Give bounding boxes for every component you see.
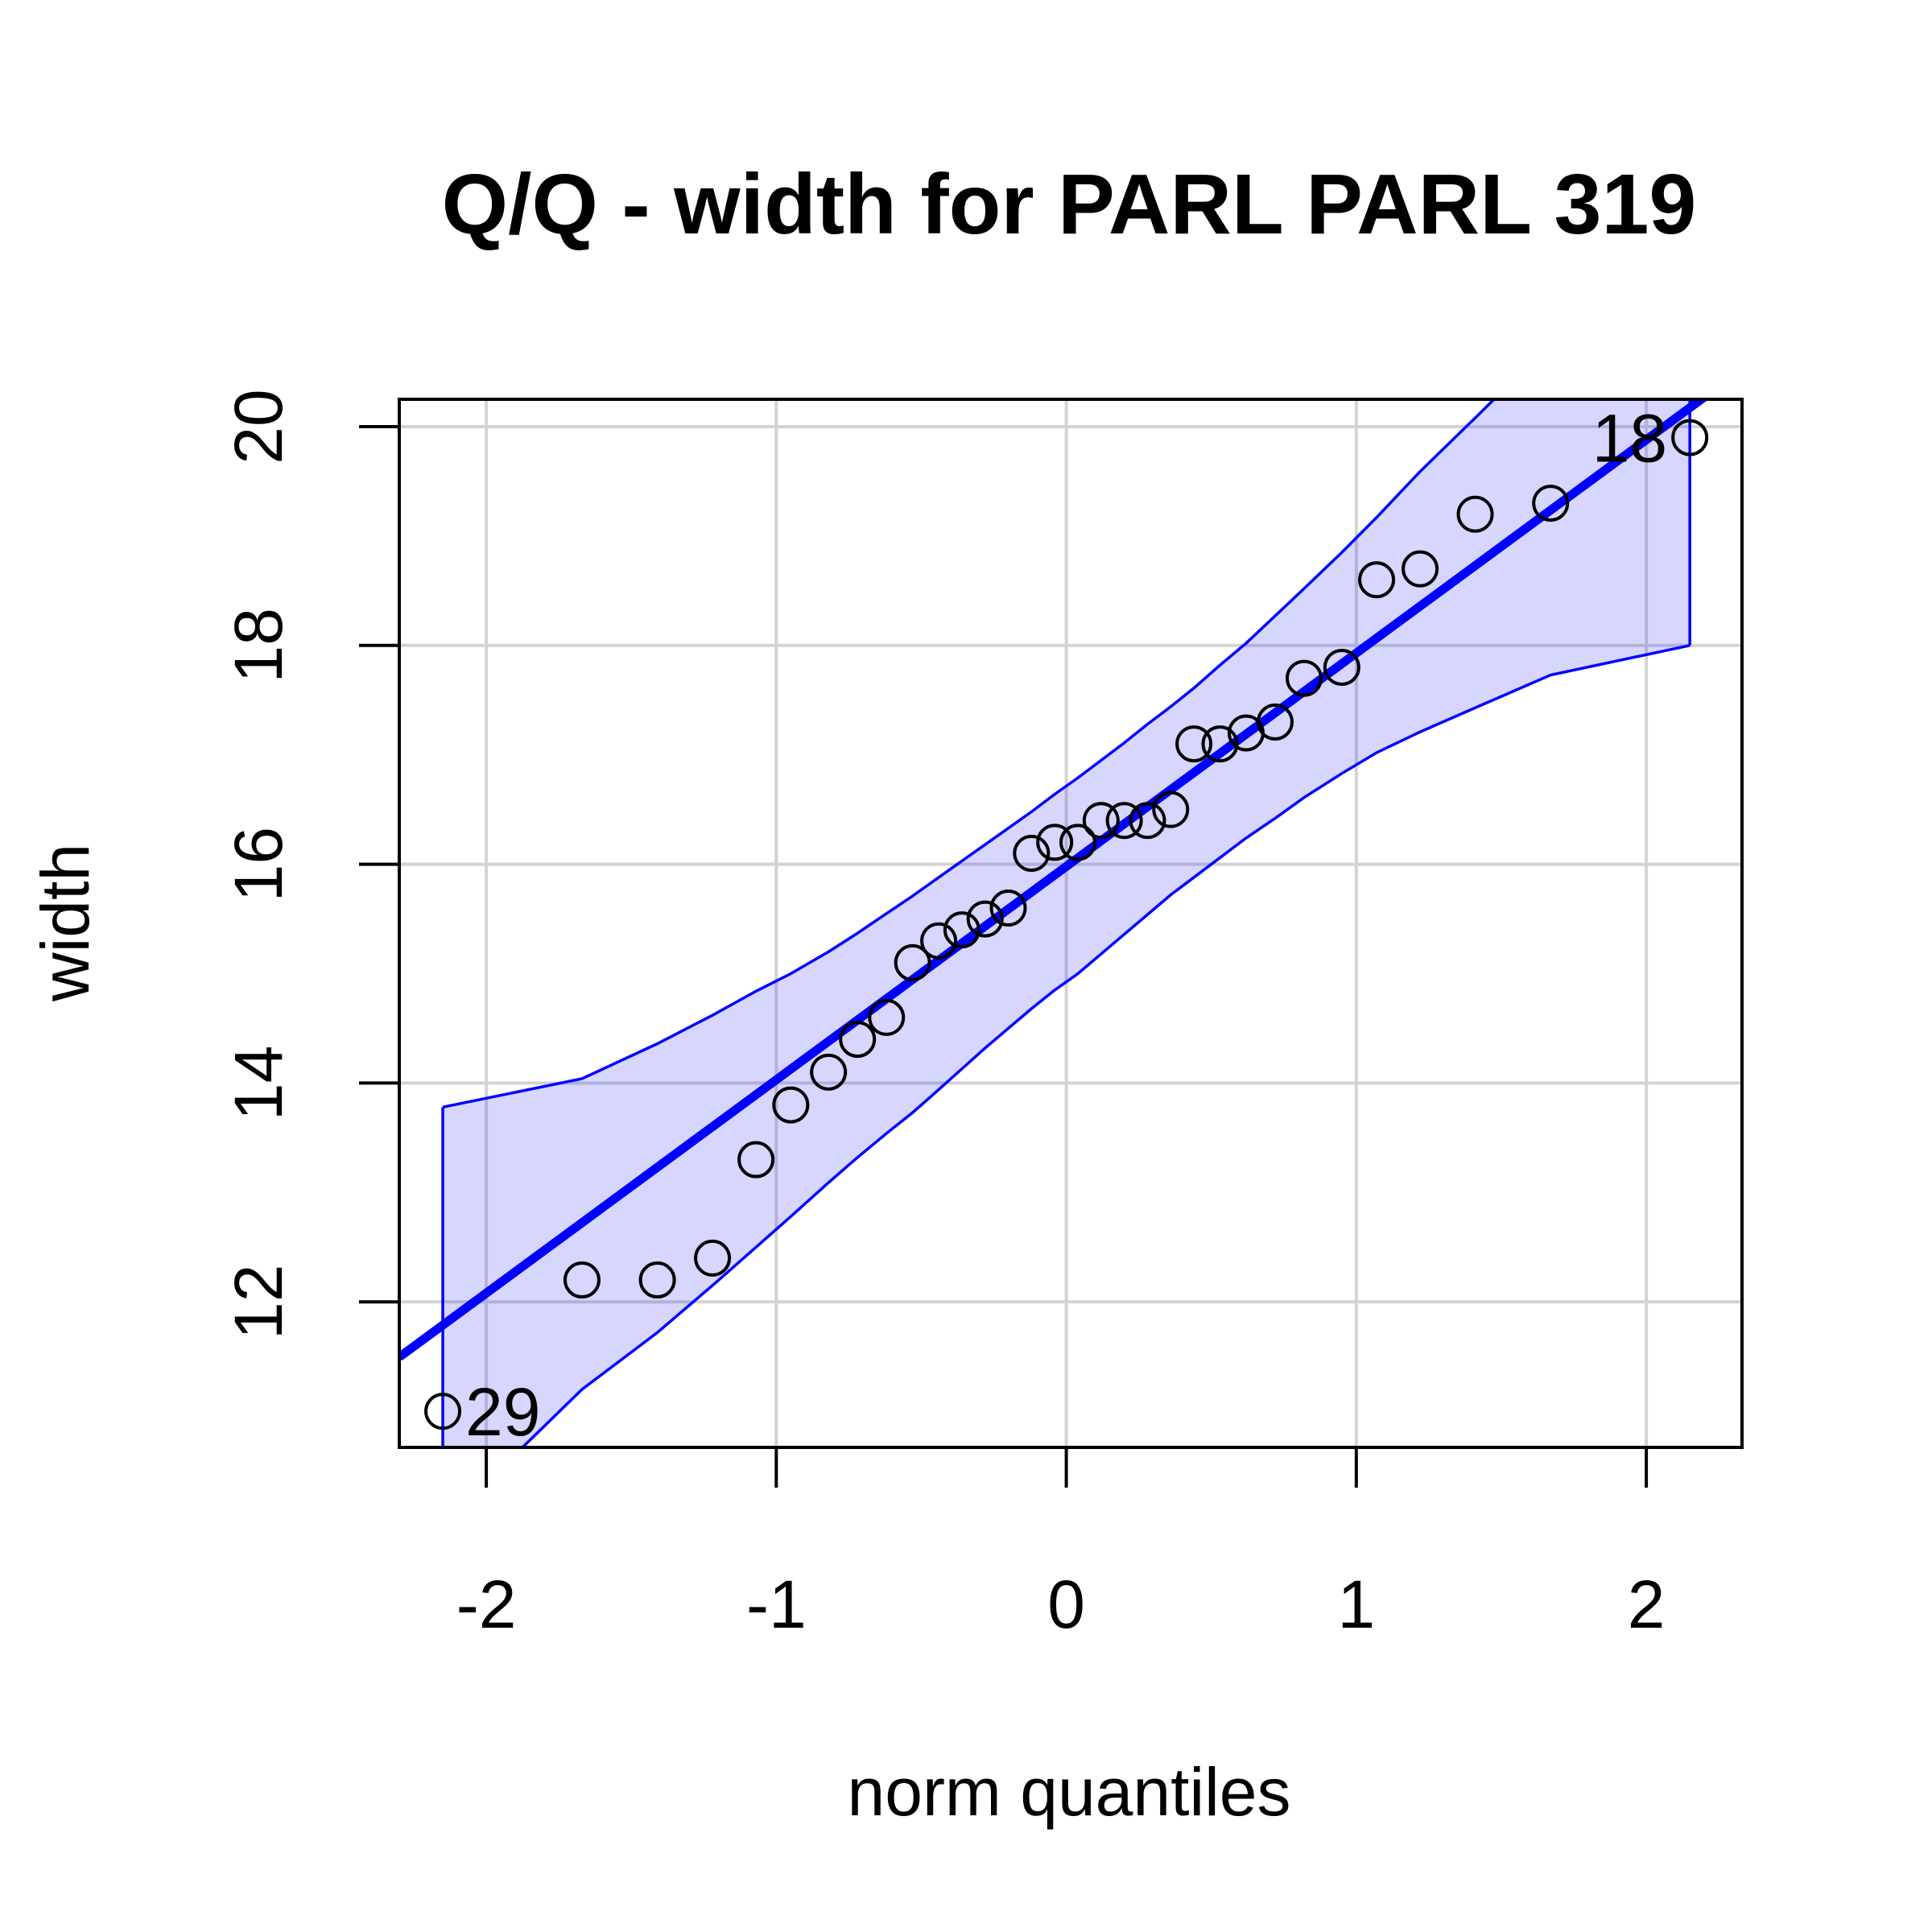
point-label: 29 (465, 1374, 540, 1450)
data-point (894, 943, 931, 981)
data-point (1105, 802, 1143, 840)
data-point (1358, 561, 1396, 599)
data-point (638, 1261, 676, 1299)
y-tick-label: 14 (221, 1046, 296, 1121)
reference-line (399, 399, 1709, 1361)
data-point (424, 1393, 462, 1430)
data-point (563, 1261, 601, 1299)
data-point (868, 998, 906, 1036)
plot-area: 29 18 (399, 399, 1709, 1450)
data-point (1201, 725, 1239, 763)
data-point (1286, 659, 1323, 697)
confidence-band-upper (442, 399, 1496, 1109)
data-point (1456, 495, 1494, 533)
data-point (943, 911, 980, 949)
confidence-band (443, 399, 1690, 1447)
data-point (1152, 791, 1190, 828)
data-point (1013, 835, 1051, 873)
grid (399, 399, 1742, 1447)
y-tick-label: 20 (221, 389, 296, 464)
data-point (1671, 419, 1709, 456)
confidence-band-lower (520, 644, 1690, 1447)
point-labels: 29 18 (465, 401, 1667, 1450)
y-axis-title: width (27, 844, 103, 1002)
point-label: 18 (1592, 401, 1667, 477)
x-tick-label: 0 (1047, 1567, 1085, 1642)
data-point (810, 1053, 848, 1091)
data-point (989, 889, 1027, 927)
data-point (1036, 824, 1074, 861)
data-point (1532, 485, 1570, 522)
data-points (424, 419, 1709, 1430)
data-point (839, 1021, 877, 1059)
x-tick-label: -2 (456, 1567, 517, 1642)
x-axis: -2 -1 0 1 2 (456, 1447, 1666, 1642)
data-point (1129, 802, 1166, 840)
data-point (1402, 550, 1439, 588)
data-point (920, 922, 958, 960)
data-point (1082, 802, 1120, 840)
data-point (1175, 725, 1213, 763)
data-point (966, 900, 1004, 938)
y-tick-label: 16 (221, 827, 296, 902)
plot-frame (398, 398, 1744, 1449)
data-point (772, 1086, 810, 1124)
x-axis-title: norm quantiles (848, 1754, 1291, 1830)
chart-title: Q/Q - width for PARL PARL 319 (442, 157, 1697, 252)
y-tick-label: 12 (221, 1265, 296, 1340)
y-tick-label: 18 (221, 608, 296, 683)
x-tick-label: 2 (1628, 1567, 1666, 1642)
y-axis: 12 14 16 18 20 (221, 389, 399, 1340)
x-tick-label: 1 (1337, 1567, 1375, 1642)
data-point (1059, 824, 1097, 861)
data-point (1256, 703, 1294, 741)
data-point (737, 1141, 775, 1179)
x-tick-label: -1 (746, 1567, 807, 1642)
data-point (1323, 648, 1360, 686)
data-point (694, 1239, 732, 1277)
